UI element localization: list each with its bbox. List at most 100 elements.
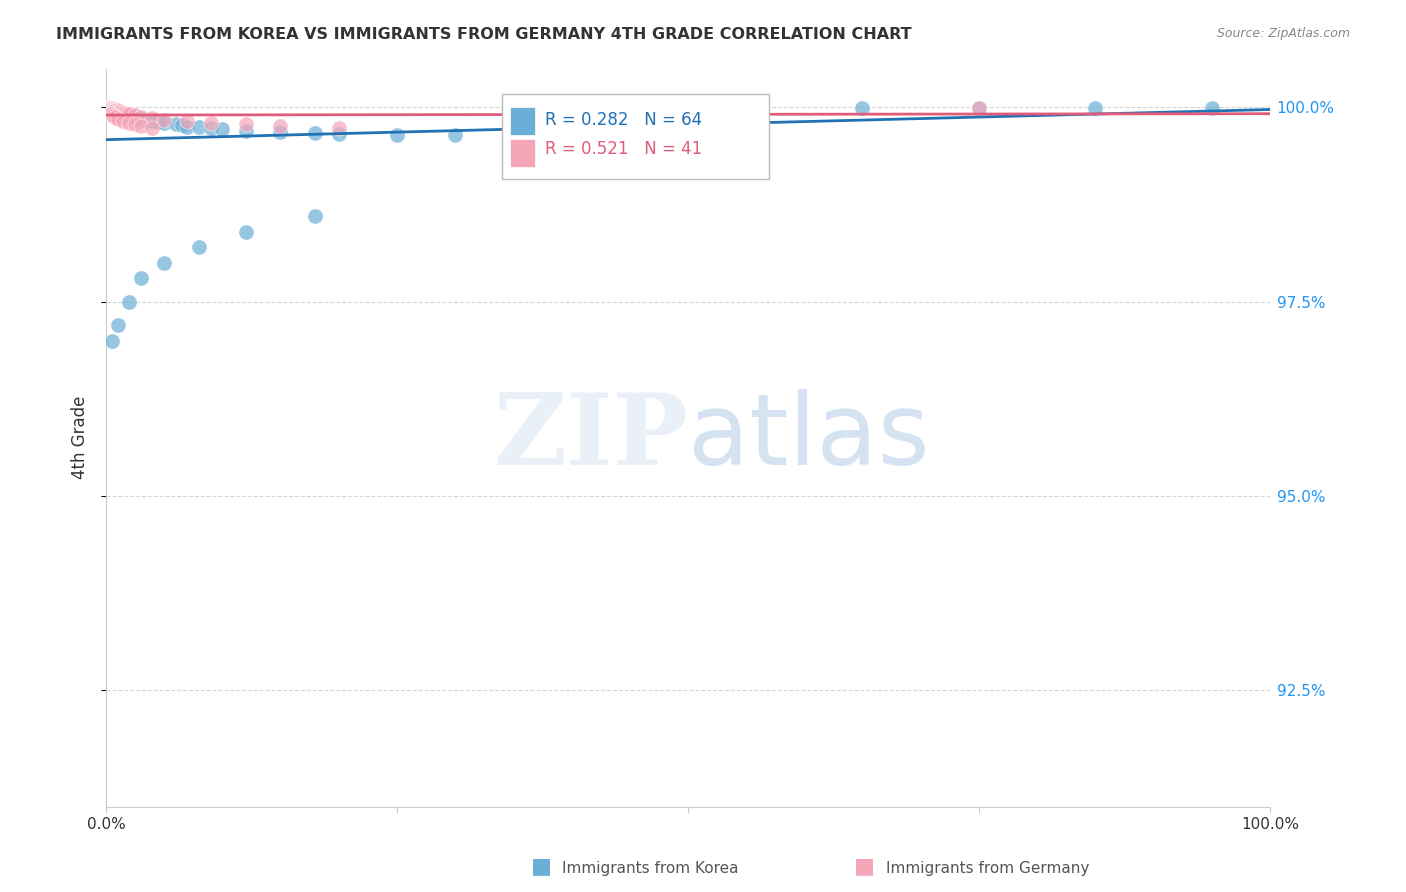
Point — [108, 104, 131, 119]
Point — [96, 101, 118, 115]
Point — [101, 103, 124, 118]
Point — [128, 112, 150, 126]
Text: Source: ZipAtlas.com: Source: ZipAtlas.com — [1216, 27, 1350, 40]
Point — [112, 114, 135, 128]
Point — [112, 105, 135, 120]
Point — [107, 104, 129, 119]
Point — [153, 116, 176, 130]
Point — [103, 102, 125, 116]
Point — [153, 256, 176, 270]
Point — [967, 101, 990, 115]
Point — [141, 120, 163, 135]
Point — [100, 103, 122, 117]
Point — [444, 128, 467, 143]
Text: atlas: atlas — [688, 389, 929, 486]
Point — [269, 125, 291, 139]
Point — [121, 109, 143, 123]
Point — [118, 107, 141, 121]
Text: ■: ■ — [531, 856, 551, 876]
Point — [176, 120, 198, 134]
Point — [98, 101, 121, 115]
Point — [124, 118, 146, 132]
Point — [107, 103, 129, 118]
Point — [107, 318, 129, 332]
Point — [97, 102, 120, 116]
Point — [100, 102, 122, 116]
Point — [114, 107, 136, 121]
Point — [118, 108, 141, 122]
Point — [107, 112, 129, 126]
Point — [97, 101, 120, 115]
Point — [118, 294, 141, 309]
Point — [188, 120, 211, 134]
Point — [110, 105, 132, 120]
Point — [97, 102, 120, 116]
Point — [200, 116, 222, 130]
Point — [619, 101, 641, 115]
Point — [735, 101, 758, 115]
Point — [107, 105, 129, 120]
Point — [502, 129, 524, 144]
Text: ■: ■ — [855, 856, 875, 876]
Text: IMMIGRANTS FROM KOREA VS IMMIGRANTS FROM GERMANY 4TH GRADE CORRELATION CHART: IMMIGRANTS FROM KOREA VS IMMIGRANTS FROM… — [56, 27, 912, 42]
Point — [141, 114, 163, 128]
Point — [141, 112, 163, 126]
Point — [124, 110, 146, 124]
Point — [115, 106, 138, 120]
Point — [851, 101, 873, 115]
Point — [97, 101, 120, 115]
Point — [100, 102, 122, 116]
Point — [235, 124, 257, 138]
Point — [98, 101, 121, 115]
Point — [108, 105, 131, 120]
Point — [103, 103, 125, 117]
Point — [1084, 101, 1107, 115]
Point — [101, 103, 124, 117]
Point — [105, 103, 128, 118]
Text: R = 0.521   N = 41: R = 0.521 N = 41 — [544, 140, 702, 158]
Point — [115, 109, 138, 123]
Point — [114, 108, 136, 122]
Point — [124, 108, 146, 122]
Point — [1201, 101, 1223, 115]
Text: R = 0.282   N = 64: R = 0.282 N = 64 — [544, 111, 702, 128]
Point — [967, 101, 990, 115]
Point — [100, 101, 122, 115]
Point — [148, 115, 170, 129]
Point — [129, 119, 152, 133]
Point — [107, 105, 129, 120]
Point — [129, 271, 152, 285]
Point — [110, 106, 132, 120]
Point — [100, 102, 122, 116]
Point — [118, 116, 141, 130]
Point — [200, 121, 222, 136]
Point — [304, 126, 326, 140]
Point — [188, 240, 211, 254]
Point — [328, 127, 350, 141]
Point — [96, 101, 118, 115]
Point — [104, 103, 127, 117]
Text: Immigrants from Germany: Immigrants from Germany — [886, 861, 1090, 876]
FancyBboxPatch shape — [502, 95, 769, 179]
Point — [105, 103, 128, 117]
Point — [135, 113, 157, 128]
Point — [104, 103, 127, 118]
Point — [101, 102, 124, 116]
Point — [100, 334, 122, 348]
Text: Immigrants from Korea: Immigrants from Korea — [562, 861, 740, 876]
Point — [129, 110, 152, 124]
Point — [105, 103, 128, 118]
Point — [112, 106, 135, 120]
Point — [114, 105, 136, 120]
Point — [328, 120, 350, 135]
Point — [111, 107, 134, 121]
Point — [101, 103, 124, 117]
Point — [735, 101, 758, 115]
Point — [170, 118, 193, 132]
Point — [153, 112, 176, 127]
Text: ZIP: ZIP — [494, 389, 688, 486]
Point — [100, 101, 122, 115]
Point — [98, 102, 121, 116]
Point — [98, 101, 121, 115]
Point — [235, 225, 257, 239]
